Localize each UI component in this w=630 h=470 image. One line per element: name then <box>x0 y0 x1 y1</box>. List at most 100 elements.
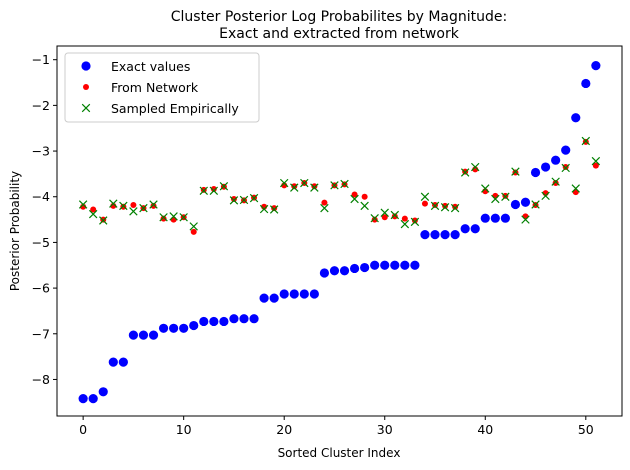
point-exact-7 <box>148 330 159 340</box>
point-network-43 <box>512 169 519 176</box>
point-exact-3 <box>108 357 118 367</box>
x-tick-label: 50 <box>578 422 594 437</box>
point-exact-41 <box>490 213 500 223</box>
point-sampled-25 <box>330 181 339 190</box>
point-network-4 <box>120 203 127 210</box>
point-exact-48 <box>561 145 571 155</box>
point-sampled-5 <box>129 207 138 216</box>
point-exact-46 <box>540 162 551 172</box>
point-exact-39 <box>470 224 480 234</box>
point-sampled-45 <box>531 200 540 209</box>
point-exact-14 <box>219 316 229 327</box>
point-sampled-51 <box>591 156 601 166</box>
point-exact-43 <box>510 199 521 210</box>
point-sampled-42 <box>501 192 510 201</box>
point-sampled-14 <box>219 182 229 191</box>
point-network-28 <box>361 193 368 200</box>
point-sampled-22 <box>300 178 309 188</box>
point-network-31 <box>391 213 398 220</box>
point-exact-16 <box>239 314 249 324</box>
point-network-21 <box>291 183 298 190</box>
point-sampled-39 <box>470 162 480 172</box>
point-sampled-49 <box>571 184 580 193</box>
point-exact-15 <box>229 314 239 324</box>
point-exact-50 <box>581 78 591 89</box>
point-sampled-23 <box>310 183 319 192</box>
point-sampled-31 <box>390 210 400 220</box>
point-network-2 <box>100 216 107 223</box>
point-sampled-48 <box>561 163 570 173</box>
point-sampled-32 <box>400 219 410 229</box>
point-sampled-40 <box>481 184 490 193</box>
point-sampled-16 <box>239 195 249 205</box>
y-tick-label: −4 <box>32 189 50 204</box>
point-sampled-44 <box>521 215 530 224</box>
chart-title-line-1: Cluster Posterior Log Probabilites by Ma… <box>171 9 508 25</box>
point-sampled-47 <box>551 177 560 186</box>
point-exact-32 <box>400 260 410 270</box>
point-sampled-9 <box>169 212 178 221</box>
point-sampled-38 <box>460 168 470 177</box>
plot-frame <box>56 45 623 417</box>
point-network-44 <box>522 213 529 220</box>
plot-area <box>78 61 601 404</box>
point-exact-10 <box>179 323 189 333</box>
point-network-7 <box>150 202 157 209</box>
point-sampled-0 <box>78 200 88 209</box>
y-axis-label: Posterior Probability <box>8 171 22 291</box>
legend-label-network: From Network <box>111 80 199 95</box>
point-sampled-28 <box>360 201 369 211</box>
point-exact-9 <box>169 323 179 333</box>
y-tick-label: −8 <box>32 372 50 387</box>
point-network-9 <box>170 216 177 223</box>
point-exact-29 <box>370 260 380 270</box>
point-exact-44 <box>520 197 531 207</box>
point-exact-27 <box>349 263 360 274</box>
point-network-11 <box>190 228 197 235</box>
point-sampled-46 <box>541 191 550 201</box>
point-network-23 <box>311 183 318 190</box>
point-network-36 <box>442 202 449 209</box>
point-network-37 <box>452 203 459 210</box>
point-sampled-8 <box>159 213 168 222</box>
legend-marker-sampled <box>81 103 91 113</box>
point-sampled-10 <box>179 213 188 222</box>
point-sampled-12 <box>199 186 209 196</box>
point-network-24 <box>321 199 328 206</box>
y-tick-label: −6 <box>32 281 50 296</box>
point-network-38 <box>462 168 469 175</box>
point-network-29 <box>371 216 378 223</box>
point-sampled-34 <box>420 192 430 201</box>
point-network-32 <box>401 215 408 222</box>
legend-box <box>64 52 260 123</box>
point-exact-42 <box>500 213 510 223</box>
y-tick-label: −3 <box>32 144 50 159</box>
point-sampled-36 <box>440 203 450 212</box>
point-network-27 <box>351 191 358 198</box>
point-exact-34 <box>420 230 430 240</box>
point-exact-17 <box>249 314 259 324</box>
point-sampled-7 <box>149 200 158 209</box>
point-exact-49 <box>571 113 581 123</box>
point-exact-37 <box>450 230 460 240</box>
point-exact-36 <box>440 230 450 240</box>
point-network-47 <box>552 180 559 187</box>
point-exact-40 <box>480 213 490 223</box>
point-network-41 <box>492 192 499 199</box>
legend-label-exact: Exact values <box>111 59 190 74</box>
point-sampled-17 <box>249 193 259 203</box>
point-exact-23 <box>309 289 319 299</box>
y-axis: −8 −7 −6 −5 −4 −3 −2 −1 <box>32 52 57 387</box>
point-sampled-27 <box>350 194 359 204</box>
point-network-30 <box>381 214 388 221</box>
point-exact-2 <box>98 387 108 397</box>
legend-marker-exact <box>81 61 91 71</box>
point-network-15 <box>230 196 237 203</box>
x-axis: 0 10 20 30 40 50 <box>79 416 594 437</box>
point-sampled-35 <box>430 201 440 211</box>
point-exact-11 <box>189 320 199 331</box>
point-sampled-15 <box>229 196 239 205</box>
point-exact-13 <box>209 316 219 327</box>
point-network-5 <box>130 201 137 208</box>
legend: Exact values From Network Sampled Empiri… <box>64 52 260 123</box>
